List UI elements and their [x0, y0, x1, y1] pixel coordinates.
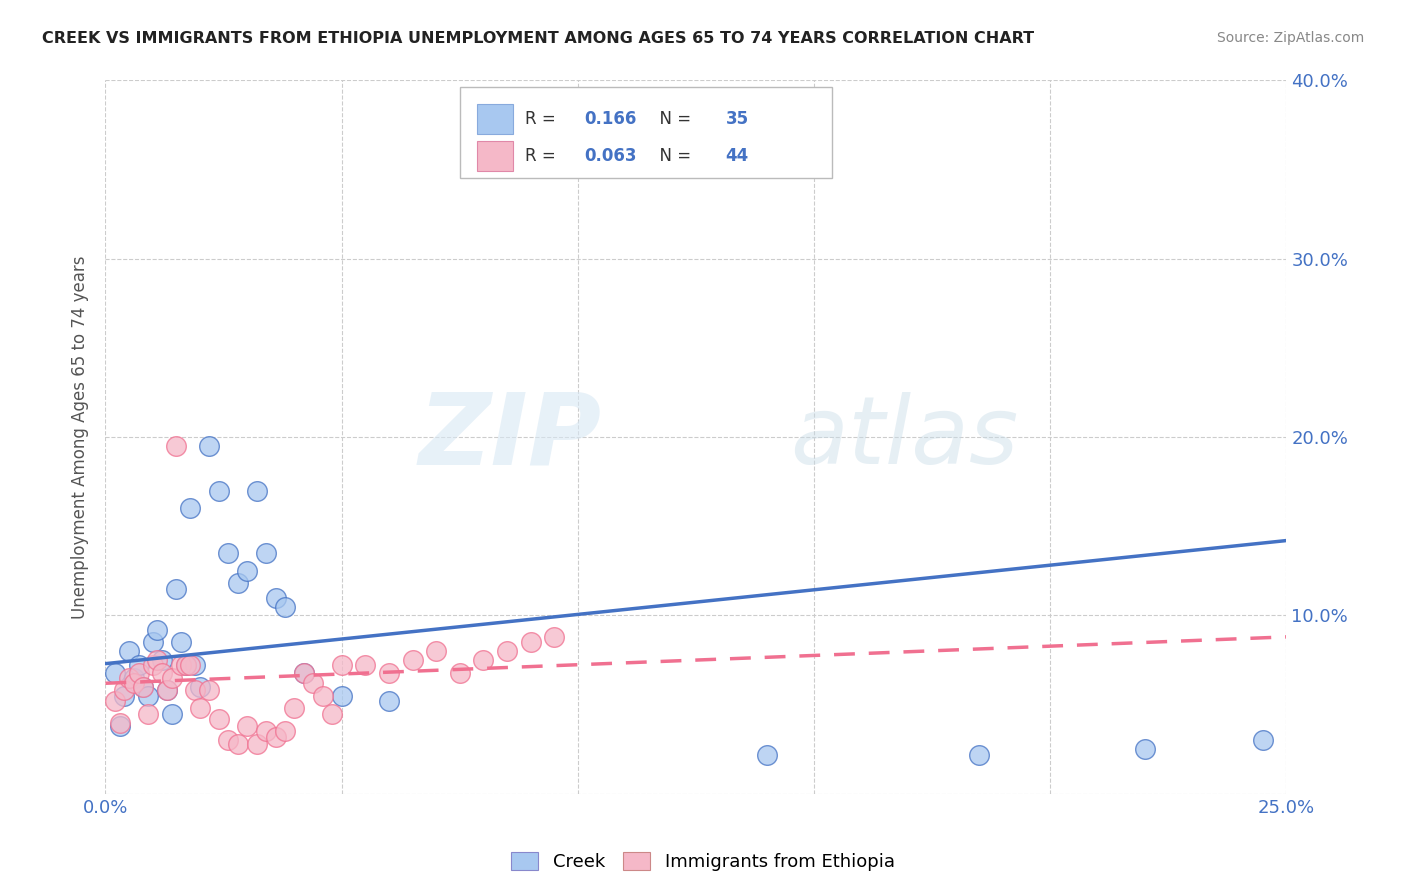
Point	[208, 712, 231, 726]
Text: 0.063: 0.063	[583, 147, 637, 165]
Text: R =: R =	[524, 147, 561, 165]
Point	[160, 671, 183, 685]
Point	[330, 658, 353, 673]
Point	[165, 439, 187, 453]
Point	[128, 658, 150, 673]
Point	[128, 665, 150, 680]
Text: CREEK VS IMMIGRANTS FROM ETHIOPIA UNEMPLOYMENT AMONG AGES 65 TO 74 YEARS CORRELA: CREEK VS IMMIGRANTS FROM ETHIOPIA UNEMPL…	[42, 31, 1035, 46]
Point	[543, 630, 565, 644]
Text: atlas: atlas	[790, 392, 1019, 483]
Point	[519, 635, 541, 649]
Point	[755, 747, 778, 762]
Point	[254, 724, 277, 739]
Text: 35: 35	[725, 110, 748, 128]
Point	[170, 658, 193, 673]
Y-axis label: Unemployment Among Ages 65 to 74 years: Unemployment Among Ages 65 to 74 years	[72, 255, 90, 619]
Point	[969, 747, 991, 762]
Point	[274, 599, 297, 614]
Point	[112, 683, 135, 698]
Point	[378, 694, 401, 708]
Point	[136, 689, 159, 703]
Point	[312, 689, 335, 703]
Point	[122, 676, 145, 690]
Point	[188, 680, 211, 694]
Point	[136, 706, 159, 721]
Point	[354, 658, 377, 673]
Point	[174, 658, 197, 673]
Point	[132, 680, 155, 694]
Legend: Creek, Immigrants from Ethiopia: Creek, Immigrants from Ethiopia	[505, 845, 901, 879]
Point	[254, 546, 277, 560]
Point	[264, 591, 287, 605]
Point	[174, 658, 197, 673]
Point	[156, 683, 179, 698]
Point	[401, 653, 423, 667]
Point	[146, 623, 169, 637]
Point	[104, 694, 127, 708]
Point	[283, 701, 305, 715]
Point	[156, 683, 179, 698]
Point	[184, 683, 207, 698]
Text: ZIP: ZIP	[419, 389, 602, 485]
Point	[188, 701, 211, 715]
Point	[142, 658, 165, 673]
FancyBboxPatch shape	[460, 87, 832, 178]
Point	[246, 737, 269, 751]
Point	[330, 689, 353, 703]
Text: Source: ZipAtlas.com: Source: ZipAtlas.com	[1216, 31, 1364, 45]
Point	[150, 653, 173, 667]
Point	[264, 730, 287, 744]
Point	[1133, 742, 1156, 756]
Text: 44: 44	[725, 147, 749, 165]
Point	[208, 483, 231, 498]
Text: N =: N =	[648, 110, 696, 128]
Point	[198, 439, 221, 453]
Point	[472, 653, 495, 667]
Point	[108, 715, 131, 730]
Point	[302, 676, 325, 690]
Point	[170, 635, 193, 649]
Text: N =: N =	[648, 147, 696, 165]
Point	[425, 644, 447, 658]
Point	[217, 733, 239, 747]
Point	[198, 683, 221, 698]
Text: 0.166: 0.166	[583, 110, 636, 128]
Point	[112, 689, 135, 703]
Point	[236, 719, 259, 733]
Point	[496, 644, 519, 658]
Point	[132, 680, 155, 694]
Point	[217, 546, 239, 560]
Bar	[478, 103, 513, 134]
Point	[246, 483, 269, 498]
Point	[165, 582, 187, 596]
Point	[122, 671, 145, 685]
Point	[179, 501, 201, 516]
Point	[104, 665, 127, 680]
Point	[184, 658, 207, 673]
Point	[226, 576, 249, 591]
Point	[160, 706, 183, 721]
Point	[108, 719, 131, 733]
Point	[118, 644, 141, 658]
Point	[449, 665, 471, 680]
Bar	[478, 141, 513, 171]
Point	[1251, 733, 1274, 747]
Point	[378, 665, 401, 680]
Point	[146, 653, 169, 667]
Point	[142, 635, 165, 649]
Point	[118, 671, 141, 685]
Point	[321, 706, 343, 721]
Point	[274, 724, 297, 739]
Point	[292, 665, 315, 680]
Point	[179, 658, 201, 673]
Point	[236, 564, 259, 578]
Point	[150, 665, 173, 680]
Point	[226, 737, 249, 751]
Text: R =: R =	[524, 110, 561, 128]
Point	[292, 665, 315, 680]
